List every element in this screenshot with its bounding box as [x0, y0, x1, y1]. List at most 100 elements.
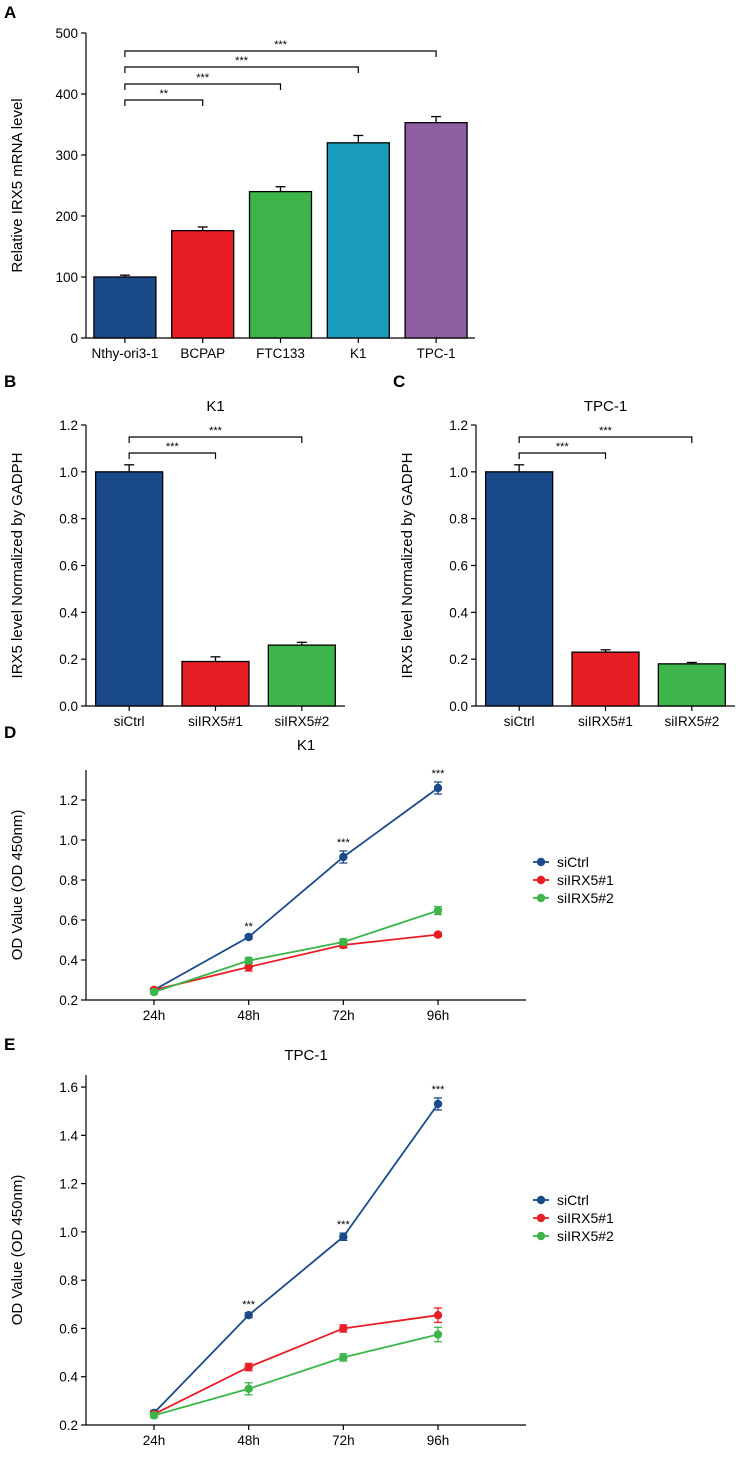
y-axis-label: IRX5 level Normalized by GADPH: [399, 453, 416, 679]
legend-marker: [536, 857, 546, 867]
panel-e: E TPC-1 OD Value (OD 450nm) 0.2 0.4 0.6 0.8 1.0…: [4, 1035, 614, 1448]
significance-label: **: [160, 88, 169, 100]
y-tick-label: 0.6: [59, 559, 78, 574]
bar: [95, 471, 164, 707]
significance-label: ***: [166, 441, 180, 453]
y-tick-label: 0.0: [449, 699, 468, 714]
bar: [171, 229, 235, 339]
y-axis-label: OD Value (OD 450nm): [9, 1175, 26, 1326]
panel-a: A Relative IRX5 mRNA level 0 100 200 300 400 50…: [4, 3, 475, 361]
data-point: [433, 930, 443, 939]
bar: [571, 651, 640, 707]
data-point: [339, 937, 348, 947]
x-tick-label: Nthy-ori3-1: [92, 346, 159, 361]
y-tick-label: 1.2: [449, 418, 468, 433]
y-tick-label: 0.4: [449, 605, 468, 620]
panel-d: D K1 OD Value (OD 450nm) 0.2 0.4 0.6 0.8 1.0 1.2…: [4, 723, 614, 1023]
y-tick-label: 0.2: [59, 1418, 78, 1433]
significance-bracket: [124, 66, 359, 73]
bar: [404, 122, 468, 339]
significance-label: ***: [599, 425, 613, 437]
chart-title: K1: [206, 398, 224, 415]
series-line: [153, 1314, 439, 1415]
y-tick-label: 0.0: [59, 699, 78, 714]
panel-b: B K1 IRX5 level Normalized by GADPH 0.0 0.2 0…: [4, 372, 345, 729]
data-point: [244, 1362, 253, 1372]
x-tick-label: K1: [350, 346, 367, 361]
x-tick-label: 96h: [427, 1008, 450, 1023]
y-tick-label: 1.0: [59, 833, 78, 848]
significance-bracket: [124, 50, 437, 57]
y-tick-label: 0.6: [59, 1321, 78, 1336]
x-tick-label: TPC-1: [417, 346, 456, 361]
significance-label: ***: [337, 1219, 351, 1231]
legend-marker: [536, 1213, 546, 1223]
bar: [181, 660, 250, 707]
y-tick-label: 0: [70, 331, 78, 346]
bar: [248, 190, 313, 339]
data-point: [339, 1353, 348, 1362]
data-point: [244, 962, 253, 972]
bar: [485, 471, 554, 707]
legend-label: siIRX5#1: [557, 872, 614, 888]
y-tick-label: 0.4: [59, 953, 78, 968]
x-tick-label: 24h: [143, 1008, 166, 1023]
legend-label: siCtrl: [557, 854, 589, 870]
significance-bracket: [518, 452, 607, 459]
chart-title: TPC-1: [584, 398, 627, 415]
data-point: [244, 1384, 253, 1393]
significance-label: ***: [196, 72, 210, 84]
x-tick-label: 72h: [332, 1433, 355, 1448]
legend-label: siCtrl: [557, 1192, 589, 1208]
bar: [657, 663, 726, 707]
data-point: [244, 932, 253, 942]
y-tick-label: 1.4: [59, 1128, 78, 1143]
data-point: [244, 1310, 253, 1320]
x-tick-label: siCtrl: [504, 714, 535, 729]
y-tick-label: 0.6: [449, 559, 468, 574]
bar: [93, 276, 157, 339]
x-tick-label: BCPAP: [180, 346, 225, 361]
data-point: [433, 906, 443, 915]
y-tick-label: 0.8: [59, 873, 78, 888]
series-line: [153, 787, 439, 991]
y-tick-label: 500: [55, 26, 78, 41]
legend-label: siIRX5#2: [557, 890, 614, 906]
series-line: [153, 1333, 439, 1417]
y-tick-label: 0.2: [59, 652, 78, 667]
data-point: [339, 1324, 348, 1333]
x-tick-label: siIRX5#2: [274, 714, 329, 729]
x-tick-label: 48h: [237, 1433, 260, 1448]
y-tick-label: 0.8: [449, 512, 468, 527]
significance-label: ***: [556, 441, 570, 453]
y-axis-label: OD Value (OD 450nm): [9, 810, 26, 961]
series-line: [153, 909, 439, 993]
significance-label: ***: [209, 425, 223, 437]
x-tick-label: siIRX5#2: [664, 714, 719, 729]
data-point: [433, 1099, 443, 1109]
y-tick-label: 1.0: [59, 465, 78, 480]
y-tick-label: 1.0: [59, 1225, 78, 1240]
y-tick-label: 0.2: [449, 652, 468, 667]
y-tick-label: 1.2: [59, 1177, 78, 1192]
y-axis-label: Relative IRX5 mRNA level: [9, 98, 26, 272]
data-point: [149, 1411, 159, 1420]
panel-letter: B: [4, 372, 16, 391]
series-line: [153, 1103, 439, 1414]
significance-label: ***: [432, 1084, 446, 1096]
x-tick-label: siIRX5#1: [188, 714, 243, 729]
significance-bracket: [128, 452, 217, 459]
significance-label: ***: [242, 1299, 256, 1311]
x-tick-label: FTC133: [256, 346, 305, 361]
chart-title: TPC-1: [284, 1047, 327, 1064]
panel-letter: E: [4, 1035, 15, 1054]
x-tick-label: 48h: [237, 1008, 260, 1023]
y-tick-label: 100: [55, 270, 78, 285]
x-tick-label: 72h: [332, 1008, 355, 1023]
y-tick-label: 0.8: [59, 1273, 78, 1288]
x-tick-label: 24h: [143, 1433, 166, 1448]
data-point: [339, 1232, 348, 1241]
data-point: [149, 987, 159, 997]
x-tick-label: 96h: [427, 1433, 450, 1448]
y-tick-label: 1.0: [449, 465, 468, 480]
